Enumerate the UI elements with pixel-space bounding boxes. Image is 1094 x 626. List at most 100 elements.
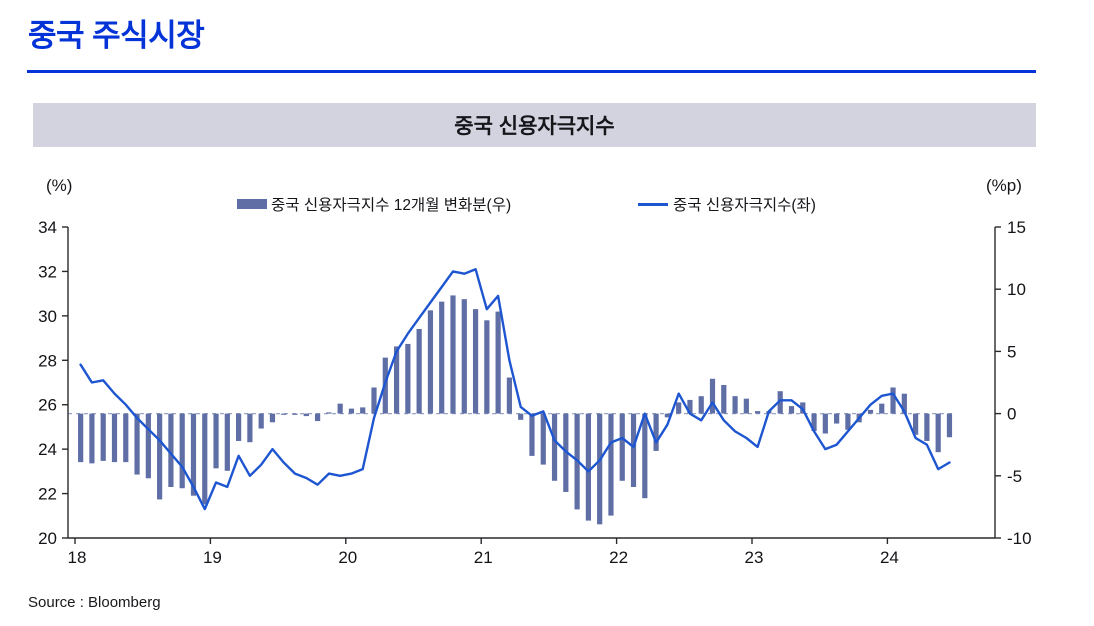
bar-series-swatch-icon [237,199,267,209]
bar-11 [202,413,208,505]
bar-24 [348,408,355,414]
bar-12 [213,413,219,469]
right-axis-unit-label: (%p) [986,176,1022,195]
bar-76 [935,413,941,453]
line-series-swatch-icon [638,202,668,206]
left-tick-label: 20 [38,529,57,548]
right-tick-label: -10 [1007,529,1032,548]
bar-17 [269,413,276,423]
bar-18 [281,413,287,415]
bar-74 [913,413,919,435]
bar-70 [867,409,874,414]
bar-2 [100,413,106,461]
x-tick-label: 21 [474,548,493,567]
bar-53 [676,402,682,414]
bar-35 [472,309,479,414]
bar-0 [78,413,84,463]
bar-19 [292,413,298,415]
right-tick-label: -5 [1007,467,1022,486]
right-tick-label: 0 [1007,405,1016,424]
left-tick-label: 32 [38,262,57,281]
bar-31 [427,310,434,414]
left-tick-label: 22 [38,485,57,504]
bar-50 [642,413,648,499]
bar-73 [901,393,907,414]
bar-23 [337,403,343,414]
bar-45 [585,413,591,521]
left-tick-label: 34 [38,218,57,237]
bar-1 [89,413,95,464]
bar-42 [551,413,558,481]
bar-33 [450,295,456,414]
bar-39 [518,413,524,420]
bar-20 [303,413,309,417]
bar-8 [168,413,174,487]
bar-54 [687,399,693,414]
bar-51 [653,413,659,451]
bar-32 [439,301,445,414]
legend-item-bar-series: 중국 신용자극지수 12개월 변화분(우) [237,193,511,215]
bar-75 [924,413,930,441]
left-axis-unit-label: (%) [46,176,73,195]
bar-26 [371,387,377,414]
bar-40 [529,413,535,456]
left-tick-label: 24 [38,440,57,459]
bar-series-label: 중국 신용자극지수 12개월 변화분(우) [271,197,512,214]
bar-58 [732,396,738,414]
bar-49 [630,413,637,487]
source-note: Source : Bloomberg [28,594,161,611]
bar-66 [822,413,828,434]
bar-5 [134,413,140,475]
right-tick-label: 10 [1007,280,1026,299]
line-series-label: 중국 신용자극지수(좌) [673,197,816,214]
bar-7 [157,413,163,500]
bar-22 [326,412,332,414]
x-tick-label: 20 [338,548,357,567]
bar-47 [608,413,614,516]
chart-title-banner: 중국 신용자극지수 [33,103,1036,147]
bar-65 [811,413,817,432]
bar-6 [145,413,151,479]
bar-4 [123,413,129,463]
page-title: 중국 주식시장 [28,18,205,53]
bar-21 [314,413,321,422]
chart-legend: 중국 신용자극지수 12개월 변화분(우) 중국 신용자극지수(좌) [0,193,1094,215]
title-underline [27,70,1036,73]
x-tick-label: 18 [68,548,87,567]
bar-60 [755,411,761,414]
bar-14 [236,413,242,441]
left-tick-label: 26 [38,396,57,415]
bar-48 [619,413,625,481]
bar-28 [393,346,400,414]
chart-title: 중국 신용자극지수 [454,115,615,138]
bar-36 [484,320,490,414]
bar-25 [360,407,366,414]
bar-37 [495,311,501,414]
bar-52 [664,413,670,418]
bar-3 [111,413,118,463]
bar-38 [506,377,513,414]
bar-10 [190,413,197,496]
bar-15 [247,413,253,443]
bar-57 [721,384,727,414]
credit-impulse-chart: (%) (%p) 중국 신용자극지수 12개월 변화분(우) 중국 신용자극지수… [0,160,1094,580]
bar-71 [879,403,885,414]
left-tick-label: 30 [38,307,57,326]
right-tick-label: 5 [1007,342,1016,361]
bar-9 [179,413,185,489]
chart-plot-svg: 34 32 30 28 26 24 22 20 15 10 5 0 -5 -10 18 19 20 21 22 23 2… [38,218,1032,567]
bar-62 [777,391,783,414]
left-tick-label: 28 [38,351,57,370]
x-tick-label: 22 [609,548,628,567]
legend-item-line-series: 중국 신용자극지수(좌) [638,193,816,215]
bar-68 [845,413,851,430]
bar-56 [709,378,716,414]
right-tick-label: 15 [1007,218,1026,237]
bar-72 [890,387,896,414]
bar-77 [946,413,953,438]
bar-67 [834,413,840,424]
credit-impulse-line [79,267,951,511]
bar-55 [698,396,704,414]
bar-13 [224,413,230,471]
x-tick-label: 19 [203,548,222,567]
